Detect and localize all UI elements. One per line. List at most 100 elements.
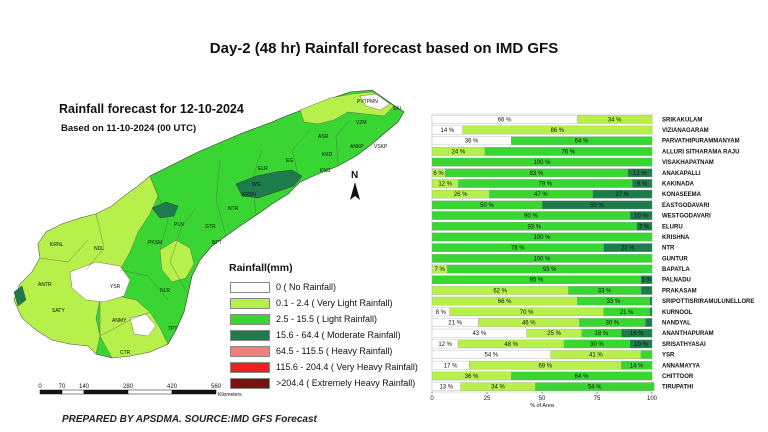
bar-data-label: 54 % (485, 353, 499, 359)
bar-segment (621, 328, 653, 338)
bar-data-label: 33 % (607, 299, 621, 305)
legend-swatch (230, 297, 270, 309)
bar-data-label: 12 % (438, 182, 452, 188)
district-label-nlr: NLR (160, 288, 170, 294)
bar-data-label: 17 % (444, 363, 458, 369)
bar-data-label: 100 % (533, 256, 551, 262)
district-label-wg: WG (252, 182, 261, 188)
district-label-krsn: KRSN (242, 192, 256, 198)
category-label: ELURU (662, 224, 683, 230)
bar-data-label: 18 % (595, 331, 609, 337)
district-label-antr: ANTR (38, 282, 52, 288)
legend-label: >204.4 ( Extremely Heavy Rainfall) (276, 378, 416, 388)
bar-data-label: 47 % (534, 192, 548, 198)
category-label: WESTGODAVARI (662, 214, 711, 220)
bar-data-label: 64 % (575, 374, 589, 380)
map-subtitle: Based on 11-10-2024 (00 UTC) (61, 123, 197, 134)
legend-item: >204.4 ( Extremely Heavy Rainfall) (230, 376, 415, 390)
bar-data-label: 7 % (435, 267, 446, 273)
legend-item: 64.5 - 115.5 ( Heavy Rainfall) (230, 344, 392, 358)
bar-data-label: 10 % (634, 214, 648, 220)
bar-data-label: 95 % (530, 278, 544, 284)
district-label-pln: PLN (174, 222, 184, 228)
bar-data-label: 50 % (590, 203, 604, 209)
legend-item: 0 ( No Rainfall) (230, 280, 336, 294)
district-label-anmy: ANMY (112, 318, 127, 324)
bar-data-label: 13 % (439, 385, 453, 391)
map-region-moderate-godavari (235, 169, 303, 199)
legend-label: 2.5 - 15.5 ( Light Rainfall) (276, 314, 378, 324)
bar-data-label: 54 % (588, 385, 602, 391)
category-label: SRISATHYASAI (662, 342, 706, 348)
bar-data-label: 62 % (493, 288, 507, 294)
bar-data-label: 78 % (511, 246, 525, 252)
bar-data-label: 26 % (454, 192, 468, 198)
legend-label: 115.6 - 204.4 ( Very Heavy Rainfall) (276, 362, 418, 372)
category-label: NANDYAL (662, 321, 691, 327)
legend-label: 15.6 - 64.4 ( Moderate Rainfall) (276, 330, 401, 340)
map-region-verylight-center (159, 239, 195, 283)
bar-data-label: 64 % (575, 139, 589, 145)
bar-segment (447, 264, 653, 274)
bar-data-label: 43 % (472, 331, 486, 337)
bar-data-label: 86 % (551, 128, 565, 134)
legend-label: 0.1 - 2.4 ( Very Light Rainfall) (276, 298, 393, 308)
category-label: EASTGODAVARI (662, 203, 710, 209)
x-tick-label: 75 (594, 396, 601, 402)
bar-segment (511, 136, 653, 146)
bar-data-label: 7 % (639, 224, 650, 230)
scale-unit-label: Kilometers (218, 392, 242, 398)
legend-swatch (230, 313, 270, 325)
district-label-vzm: VZM (356, 120, 367, 126)
category-label: PALNADU (662, 278, 691, 284)
bar-data-label: 21 % (620, 310, 634, 316)
footer-credit: PREPARED BY APSDMA. SOURCE:IMD GFS Forec… (62, 414, 317, 425)
legend-swatch (230, 361, 270, 373)
map-region-norain-center (69, 261, 131, 303)
bar-segment (640, 275, 653, 285)
bar-data-label: 46 % (522, 321, 536, 327)
scale-tick-label: 140 (79, 384, 90, 390)
bar-data-label: 41 % (589, 353, 603, 359)
bar-data-label: 93 % (543, 267, 557, 273)
district-label-bpt: BPT (212, 240, 222, 246)
x-tick-label: 50 (539, 396, 546, 402)
district-label-tpt: TPT (168, 326, 177, 332)
district-label-krnl: KRNL (50, 242, 64, 248)
bar-segment (632, 179, 653, 188)
district-label-kns: KNS (320, 168, 331, 174)
legend-label: 64.5 - 115.5 ( Heavy Rainfall) (276, 346, 393, 356)
legend-swatch (230, 377, 270, 389)
category-label: PARVATHIPURAMMANYAM (662, 139, 740, 145)
district-label-vskp: VSKP (374, 144, 388, 150)
category-label: KONASEEMA (662, 192, 702, 198)
bar-data-label: 48 % (504, 342, 518, 348)
category-label: ANANTHAPURAM (662, 331, 714, 337)
bar-segment (431, 157, 653, 167)
bar-segment (462, 125, 653, 135)
x-tick-label: 25 (484, 396, 491, 402)
district-label-asr: ASR (318, 134, 329, 140)
x-axis-label: % of Area (530, 403, 555, 409)
legend-swatch (230, 329, 270, 341)
bar-data-label: 10 % (634, 342, 648, 348)
bar-segment (431, 232, 653, 242)
bar-data-label: 36 % (465, 139, 479, 145)
bar-data-label: 33 % (598, 288, 612, 294)
scale-tick-label: 560 (211, 384, 222, 390)
bar-segment (621, 360, 653, 370)
category-label: CHITTOOR (662, 374, 694, 380)
scale-tick-label: 70 (59, 384, 66, 390)
bar-data-label: 30 % (590, 342, 604, 348)
district-label-kkd: KKD (322, 152, 333, 158)
legend-swatch (230, 345, 270, 357)
category-label: KRISHNA (662, 235, 690, 241)
district-label-saty: SATY (52, 308, 65, 314)
map-region-norain-north (359, 93, 391, 111)
x-tick-label: 100 (647, 396, 658, 402)
scale-tick-label: 280 (123, 384, 134, 390)
bar-data-label: 27 % (615, 192, 629, 198)
category-label: SRIPOTTISRIRAMULUNELLORE (662, 299, 754, 305)
bar-segment (484, 147, 653, 156)
